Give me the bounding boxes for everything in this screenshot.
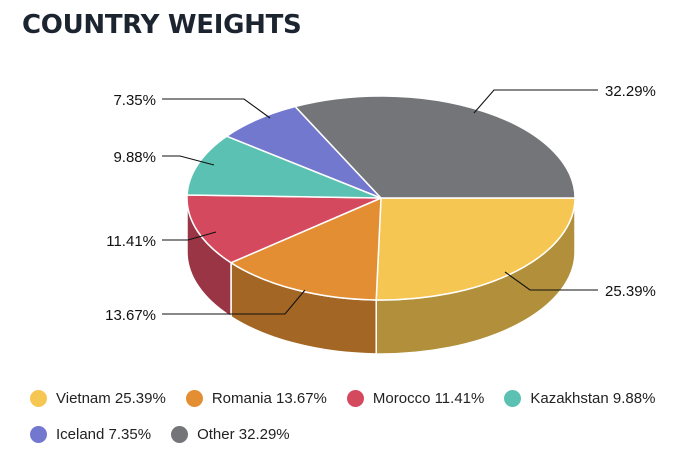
- leader-line-romania: [162, 289, 306, 315]
- legend-label-iceland: Iceland 7.35%: [56, 425, 152, 443]
- leader-line-morocco: [162, 231, 217, 241]
- data-label-kazakhstan: 9.88%: [113, 149, 156, 166]
- pie-slice-kazakhstan[interactable]: [186, 135, 382, 199]
- data-label-morocco: 11.41%: [106, 233, 156, 250]
- pie-slice-romania[interactable]: [230, 197, 382, 301]
- chart-title: COUNTRY WEIGHTS: [22, 10, 302, 40]
- legend-label-vietnam: Vietnam 25.39%: [56, 389, 166, 407]
- pie-slice-other[interactable]: [294, 95, 576, 199]
- legend: Vietnam 25.39% Romania 13.67% Morocco 11…: [30, 388, 670, 444]
- legend-item-other[interactable]: Other 32.29%: [171, 424, 290, 444]
- leader-line-vietnam: [504, 271, 598, 291]
- legend-marker-vietnam: [30, 389, 47, 407]
- legend-label-other: Other 32.29%: [197, 425, 290, 443]
- legend-marker-kazakhstan: [504, 389, 522, 407]
- legend-marker-iceland: [30, 425, 47, 443]
- legend-label-kazakhstan: Kazakhstan 9.88%: [530, 389, 656, 407]
- leader-line-other: [473, 89, 598, 114]
- data-label-other: 32.29%: [605, 83, 656, 100]
- data-label-romania: 13.67%: [105, 307, 156, 324]
- legend-marker-morocco: [346, 389, 364, 407]
- legend-item-vietnam[interactable]: Vietnam 25.39%: [30, 388, 166, 408]
- data-label-iceland: 7.35%: [113, 92, 156, 109]
- pie-slice-morocco[interactable]: [186, 194, 382, 264]
- leader-line-kazakhstan: [162, 155, 215, 166]
- legend-label-morocco: Morocco 11.41%: [372, 389, 485, 407]
- pie-slice-vietnam[interactable]: [375, 197, 576, 301]
- leader-line-iceland: [162, 98, 271, 119]
- legend-item-morocco[interactable]: Morocco 11.41%: [346, 388, 485, 408]
- data-label-vietnam: 25.39%: [605, 283, 656, 300]
- legend-marker-other: [171, 425, 189, 443]
- pie-chart: 25.39% 13.67% 11.41% 9.88% 7.35% 32.29%: [105, 83, 656, 355]
- legend-item-kazakhstan[interactable]: Kazakhstan 9.88%: [504, 388, 655, 408]
- legend-label-romania: Romania 13.67%: [211, 389, 327, 407]
- legend-marker-romania: [185, 389, 203, 407]
- legend-item-iceland[interactable]: Iceland 7.35%: [30, 424, 151, 444]
- legend-item-romania[interactable]: Romania 13.67%: [185, 388, 327, 408]
